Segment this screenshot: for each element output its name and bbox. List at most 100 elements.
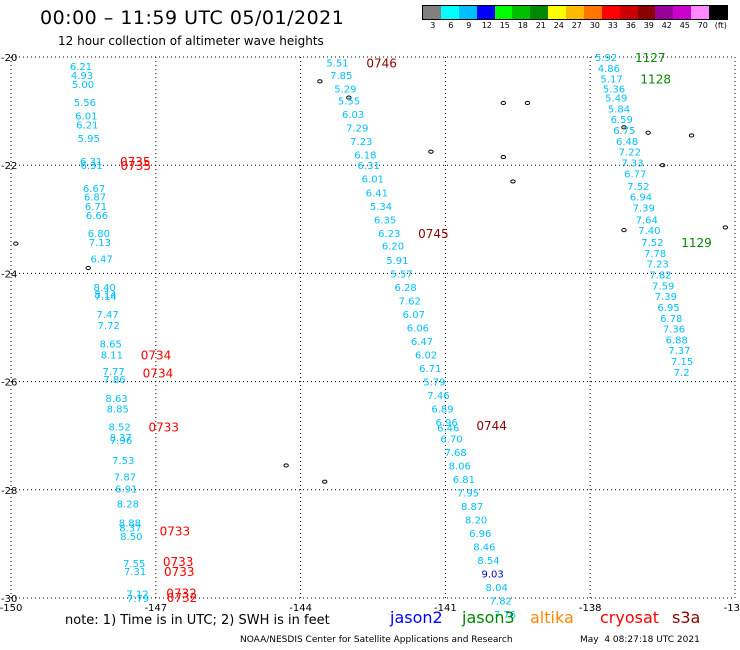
pass-time-label: 0734 (143, 366, 174, 380)
wave-height-value: 7.2 (674, 368, 690, 379)
wave-height-value: 6.20 (382, 241, 404, 252)
color-swatch (548, 6, 566, 19)
wave-height-value: 5.91 (386, 256, 408, 267)
wave-height-value: 6.18 (354, 150, 376, 161)
wave-height-value: 7.72 (98, 321, 120, 332)
color-scale-label: 33 (607, 21, 618, 30)
wave-height-value: 5.17 (600, 75, 622, 86)
wave-height-value: 6.47 (90, 254, 112, 265)
wave-height-value: 7.77 (103, 367, 125, 378)
y-tick-label: -28 (1, 486, 17, 497)
wave-height-value: 8.11 (101, 351, 123, 362)
island-outline (621, 125, 627, 130)
color-swatch (637, 6, 656, 19)
color-scale-label: 24 (553, 21, 564, 30)
wave-height-value: 6.46 (437, 424, 459, 435)
island-outline (500, 100, 507, 106)
color-scale-label: 21 (535, 21, 546, 30)
footnote: note: 1) Time is in UTC; 2) SWH is in fe… (65, 613, 330, 628)
pass-time-label: 0732 (166, 587, 197, 601)
wave-height-value: 5.84 (608, 104, 630, 115)
x-tick-label: -144 (289, 603, 312, 614)
color-swatch (655, 6, 674, 19)
wave-height-value: 7.79 (127, 594, 149, 605)
wave-height-value: 7.22 (619, 148, 641, 159)
wave-height-value: 7.31 (124, 567, 146, 578)
color-swatch (709, 6, 727, 19)
color-scale-label: 70 (697, 21, 708, 30)
legend-s3a: s3a (672, 608, 701, 627)
island-outline (621, 228, 627, 233)
wave-height-value: 5.36 (603, 84, 625, 95)
island-outline (283, 463, 289, 468)
x-tick-label: -147 (144, 603, 167, 614)
color-scale-label: 3 (430, 21, 436, 30)
wave-height-value: 7.46 (427, 391, 449, 402)
wave-height-value: 6.80 (88, 229, 110, 240)
wave-height-value: 5.00 (72, 80, 94, 91)
wave-height-value: 6.96 (469, 529, 491, 540)
island-outline (510, 179, 516, 184)
wave-height-value: 6.91 (115, 485, 137, 496)
island-outline (13, 241, 19, 246)
wave-height-value: 7.64 (636, 215, 658, 226)
wave-height-value: 8.65 (100, 340, 122, 351)
wave-height-value: 5.57 (390, 269, 412, 280)
wave-height-value: 6.96 (436, 418, 458, 429)
color-swatch (583, 6, 602, 19)
wave-height-value: 6.35 (374, 215, 396, 226)
wave-height-value: 7.55 (123, 559, 145, 570)
pass-time-label: 0744 (476, 419, 507, 433)
color-swatch (619, 6, 638, 19)
wave-height-value: 7.85 (330, 71, 352, 82)
wave-height-value: 7.14 (95, 292, 117, 303)
wave-height-value: 6.87 (84, 193, 106, 204)
wave-height-value: 6.81 (453, 475, 475, 486)
island-outline (645, 130, 651, 135)
wave-height-value: 8.54 (477, 556, 499, 567)
wave-height-value: 6.31 (358, 161, 380, 172)
legend-jason3: jason3 (462, 608, 515, 627)
wave-height-value: 6.01 (362, 175, 384, 186)
credit-line: NOAA/NESDIS Center for Satellite Applica… (240, 635, 513, 645)
wave-height-value: 6.71 (419, 364, 441, 375)
wave-height-value: 7.23 (350, 137, 372, 148)
wave-height-value: 7.59 (652, 281, 674, 292)
color-scale-bar (422, 5, 728, 20)
island-outline (85, 265, 91, 271)
wave-height-value: 5.34 (370, 202, 392, 213)
wave-height-value: 7.62 (399, 296, 421, 307)
color-scale-label: 42 (661, 21, 672, 30)
wave-height-value: 6.02 (415, 351, 437, 362)
wave-height-value: 8.46 (473, 543, 495, 554)
wave-height-value: 6.59 (611, 115, 633, 126)
pass-time-label: 1129 (681, 236, 712, 250)
color-swatch (423, 6, 441, 19)
color-swatch (691, 6, 709, 19)
color-swatch (440, 6, 459, 19)
color-scale-label: 36 (625, 21, 636, 30)
wave-height-value: 8.04 (486, 583, 508, 594)
wave-height-value: 8.88 (119, 518, 141, 529)
pass-time-label: 0734 (141, 349, 172, 363)
x-tick-label: -135 (724, 603, 740, 614)
wave-height-value: 6.67 (83, 184, 105, 195)
wave-height-value: 7.86 (103, 375, 125, 386)
color-scale-label: 30 (589, 21, 600, 30)
color-scale-label: 6 (448, 21, 454, 30)
pass-time-label: 0745 (418, 227, 449, 241)
wave-height-value: 7.82 (490, 597, 512, 608)
wave-height-value: 6.07 (403, 310, 425, 321)
wave-height-value: 6.78 (660, 314, 682, 325)
wave-height-value: 6.70 (440, 434, 462, 445)
wave-height-value: 6.71 (85, 202, 107, 213)
y-tick-label: -26 (1, 378, 17, 389)
pass-time-label: 0733 (163, 555, 194, 569)
wave-height-value: 7.52 (641, 238, 663, 249)
wave-height-value: 6.41 (366, 188, 388, 199)
wave-height-value: 6.66 (86, 211, 108, 222)
color-swatch (601, 6, 620, 19)
color-swatch (458, 6, 477, 19)
wave-height-value: 5.29 (334, 84, 356, 95)
wave-height-value: 7.87 (114, 472, 136, 483)
